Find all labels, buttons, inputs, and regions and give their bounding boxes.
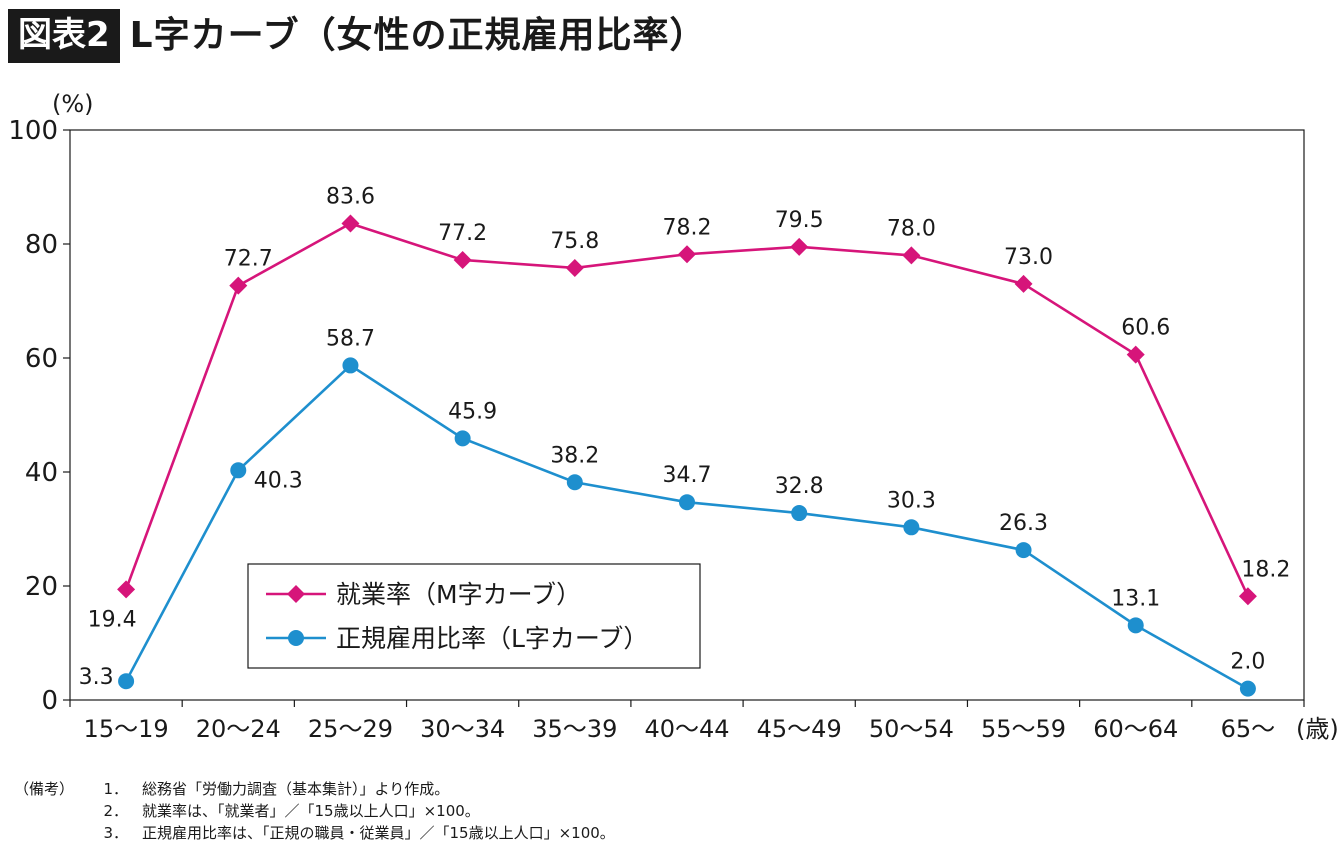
x-tick-label: 65〜	[1221, 715, 1276, 743]
data-label: 2.0	[1230, 650, 1265, 675]
data-point-marker	[903, 519, 920, 536]
data-point-marker	[118, 673, 135, 690]
data-point-marker	[230, 462, 247, 479]
data-point-marker	[1239, 680, 1256, 697]
note-row-1: （備考） 1． 総務省「労働力調査（基本集計）」より作成。	[14, 778, 615, 800]
data-point-marker	[1126, 345, 1145, 364]
x-tick-label: 45〜49	[757, 715, 842, 743]
legend-label: 就業率（M字カーブ）	[336, 580, 581, 609]
x-tick-label: 15〜19	[84, 715, 169, 743]
x-tick-label: 25〜29	[308, 715, 393, 743]
x-tick-label: 40〜44	[644, 715, 729, 743]
data-label: 45.9	[448, 399, 497, 424]
data-point-marker	[1238, 587, 1257, 606]
data-label: 19.4	[88, 607, 137, 632]
data-point-marker	[453, 250, 472, 269]
data-point-marker	[1127, 617, 1144, 634]
y-tick-label: 20	[25, 572, 58, 602]
data-point-marker	[117, 580, 136, 599]
note-text: 総務省「労働力調査（基本集計）」より作成。	[142, 780, 450, 798]
x-tick-label: 20〜24	[196, 715, 281, 743]
data-point-marker	[902, 246, 921, 265]
data-point-marker	[678, 245, 696, 264]
y-tick-label: 40	[25, 458, 58, 488]
data-label: 34.7	[663, 463, 712, 488]
y-tick-label: 60	[25, 344, 58, 374]
data-label: 78.2	[663, 215, 712, 240]
data-point-marker	[229, 276, 248, 295]
x-axis-unit-label: (歳)	[1296, 715, 1339, 743]
chart-title: 図表2 L字カーブ（女性の正規雇用比率）	[8, 8, 706, 64]
data-label: 72.7	[224, 247, 273, 272]
data-label: 13.1	[1111, 586, 1160, 611]
data-label: 78.0	[887, 216, 936, 241]
data-point-marker	[679, 494, 695, 511]
plot-frame	[69, 129, 1305, 701]
data-label: 83.6	[326, 184, 375, 209]
legend-marker	[288, 630, 304, 646]
data-label: 32.8	[775, 474, 824, 499]
data-point-marker	[342, 357, 359, 374]
line-chart: 0 20 40 60 80 100(%) 15〜19 20〜24 25〜29 30〜34 35〜39…	[8, 90, 1339, 743]
legend-box	[247, 563, 701, 669]
data-point-marker	[341, 214, 360, 233]
note-number: 1．	[103, 780, 128, 798]
data-point-marker	[565, 258, 584, 277]
x-tick-label: 30〜34	[420, 715, 505, 743]
data-label: 75.8	[550, 229, 599, 254]
note-number: 2．	[103, 802, 128, 820]
series-line-1	[124, 222, 1250, 597]
data-label: 30.3	[887, 488, 936, 513]
figure-number-badge: 図表2	[8, 9, 120, 63]
note-number: 3．	[103, 824, 128, 842]
data-label: 18.2	[1241, 557, 1290, 582]
data-label: 38.2	[550, 443, 599, 468]
y-tick-label: 80	[25, 230, 58, 260]
data-point-marker	[566, 474, 583, 491]
data-label: 79.5	[775, 208, 824, 233]
y-axis-unit-label: (%)	[52, 90, 94, 118]
data-point-marker	[790, 237, 809, 256]
y-tick-label: 100	[8, 116, 58, 146]
data-label: 3.3	[79, 665, 114, 690]
note-text: 就業率は、「就業者」／「15歳以上人口」×100。	[142, 802, 480, 820]
note-text: 正規雇用比率は、「正規の職員・従業員」／「15歳以上人口」×100。	[142, 824, 615, 842]
data-label: 77.2	[438, 221, 487, 246]
chart-notes: （備考） 1． 総務省「労働力調査（基本集計）」より作成。 2． 就業率は、「就…	[14, 778, 615, 844]
x-tick-label: 35〜39	[532, 715, 617, 743]
note-row-2: 2． 就業率は、「就業者」／「15歳以上人口」×100。	[14, 800, 615, 822]
x-tick-label: 50〜54	[869, 715, 954, 743]
legend-marker	[287, 585, 305, 603]
data-label: 73.0	[1004, 245, 1053, 270]
data-label: 60.6	[1121, 316, 1170, 341]
legend-label: 正規雇用比率（L字カーブ）	[336, 624, 648, 653]
data-point-marker	[1014, 274, 1033, 293]
note-row-3: 3． 正規雇用比率は、「正規の職員・従業員」／「15歳以上人口」×100。	[14, 822, 615, 844]
y-tick-label: 0	[41, 686, 58, 716]
data-label: 26.3	[999, 511, 1048, 536]
notes-label: （備考）	[14, 780, 75, 798]
chart-title-text: L字カーブ（女性の正規雇用比率）	[129, 15, 707, 56]
data-point-marker	[791, 505, 808, 522]
data-point-marker	[1015, 542, 1032, 559]
x-tick-label: 55〜59	[981, 715, 1066, 743]
x-tick-label: 60〜64	[1093, 715, 1178, 743]
data-label: 58.7	[326, 326, 375, 351]
data-point-marker	[454, 430, 471, 447]
data-label: 40.3	[254, 468, 303, 493]
